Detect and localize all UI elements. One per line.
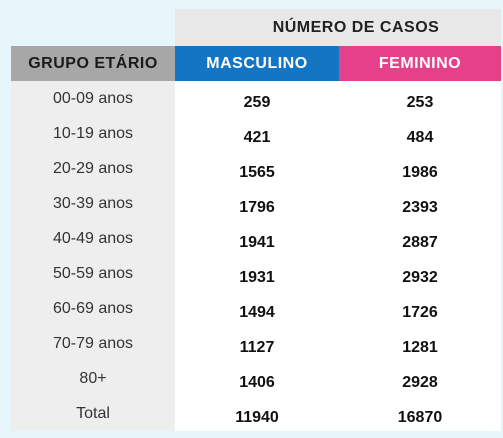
age-cell: 60-69 anos — [11, 291, 175, 326]
table-corner-blank — [11, 9, 175, 46]
age-group-header: GRUPO ETÁRIO — [11, 46, 175, 81]
male-value: 1565 — [175, 151, 339, 186]
female-value: 1986 — [339, 151, 501, 186]
age-cell: 00-09 anos — [11, 81, 175, 116]
female-value: 1726 — [339, 291, 501, 326]
age-cell: 50-59 anos — [11, 256, 175, 291]
male-value: 1941 — [175, 221, 339, 256]
male-value: 1796 — [175, 186, 339, 221]
female-header: FEMININO — [339, 46, 501, 81]
male-value: 1127 — [175, 326, 339, 361]
cases-table: NÚMERO DE CASOS GRUPO ETÁRIO MASCULINO F… — [11, 9, 501, 436]
male-header: MASCULINO — [175, 46, 339, 81]
age-cell: 20-29 anos — [11, 151, 175, 186]
female-value: 2932 — [339, 256, 501, 291]
male-value: 1406 — [175, 361, 339, 396]
male-value: 1494 — [175, 291, 339, 326]
male-value: 259 — [175, 81, 339, 116]
age-cell: 80+ — [11, 361, 175, 396]
female-value: 2928 — [339, 361, 501, 396]
cases-header: NÚMERO DE CASOS — [175, 9, 501, 46]
female-value: 484 — [339, 116, 501, 151]
female-value: 2393 — [339, 186, 501, 221]
male-value: 421 — [175, 116, 339, 151]
age-cell: 10-19 anos — [11, 116, 175, 151]
female-value: 253 — [339, 81, 501, 116]
age-cell: 30-39 anos — [11, 186, 175, 221]
female-value: 2887 — [339, 221, 501, 256]
total-label: Total — [11, 396, 175, 431]
male-total: 11940 — [175, 396, 339, 431]
age-cell: 40-49 anos — [11, 221, 175, 256]
female-total: 16870 — [339, 396, 501, 431]
male-value: 1931 — [175, 256, 339, 291]
female-value: 1281 — [339, 326, 501, 361]
age-cell: 70-79 anos — [11, 326, 175, 361]
